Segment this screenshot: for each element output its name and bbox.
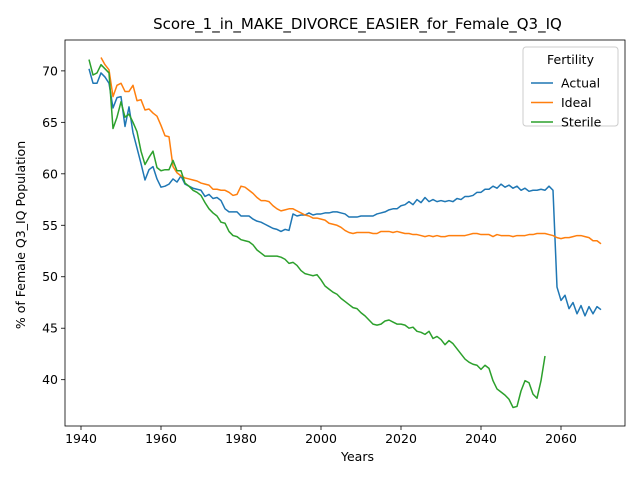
legend-label-ideal: Ideal [561,95,591,110]
series-line-ideal [100,57,602,245]
x-tick-label: 1980 [225,431,257,446]
legend-label-actual: Actual [561,76,600,91]
y-tick-label: 55 [42,218,58,233]
axes-layer: 1940 1960 1980 2000 2020 2040 2060 40 45 50 55 60 65… [42,39,626,446]
x-tick-label: 2020 [385,431,417,446]
legend-label-sterile: Sterile [561,115,602,130]
x-axis-label: Years [340,449,374,464]
legend: Fertility Actual Ideal Sterile [522,46,619,130]
x-tick-label: 1960 [145,431,177,446]
y-axis-label: % of Female Q3_IQ Population [13,141,28,329]
plot-frame [64,39,626,427]
series-layer [88,57,602,409]
series-line-actual [88,68,602,317]
legend-box [522,46,619,127]
chart-title: Score_1_in_MAKE_DIVORCE_EASIER_for_Femal… [153,15,562,34]
series-line-sterile [88,59,546,409]
y-tick-label: 70 [42,63,58,78]
x-tick-label: 2060 [545,431,577,446]
y-tick-label: 40 [42,372,58,387]
legend-title: Fertility [547,52,595,67]
y-tick-label: 50 [42,269,58,284]
x-tick-label: 2040 [465,431,497,446]
x-tick-label: 2000 [305,431,337,446]
y-tick-label: 65 [42,115,58,130]
y-tick-label: 45 [42,321,58,336]
x-tick-label: 1940 [65,431,97,446]
y-tick-label: 60 [42,166,58,181]
